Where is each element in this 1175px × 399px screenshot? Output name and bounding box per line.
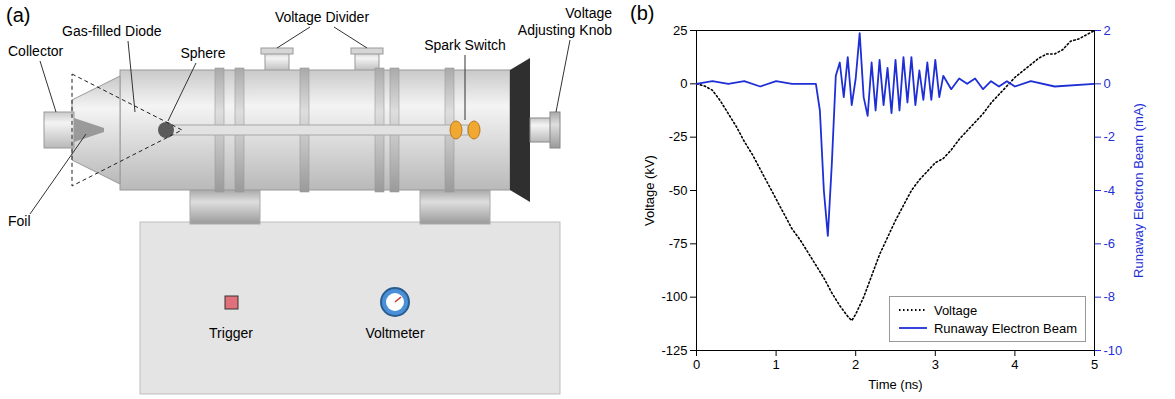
svg-text:Gas-filled Diode: Gas-filled Diode <box>62 23 162 39</box>
svg-text:0: 0 <box>1104 76 1111 91</box>
svg-text:Voltage Divider: Voltage Divider <box>275 9 370 25</box>
svg-text:Sphere: Sphere <box>180 45 225 61</box>
svg-text:Runaway Electron Beam (mA): Runaway Electron Beam (mA) <box>1131 103 1146 278</box>
svg-text:5: 5 <box>1091 357 1098 372</box>
svg-text:Trigger: Trigger <box>209 325 253 341</box>
svg-text:25: 25 <box>673 23 687 38</box>
svg-text:Spark Switch: Spark Switch <box>424 37 506 53</box>
html-text:(b): (b) <box>630 2 655 24</box>
svg-text:Collector: Collector <box>8 43 64 59</box>
svg-text:-125: -125 <box>661 343 687 358</box>
svg-text:-4: -4 <box>1104 183 1116 198</box>
svg-text:1: 1 <box>772 357 779 372</box>
svg-text:0: 0 <box>680 76 687 91</box>
html-text:Runaway Electron Beam: Runaway Electron Beam <box>933 320 1077 336</box>
svg-text:-75: -75 <box>669 236 688 251</box>
svg-text:0: 0 <box>693 357 700 372</box>
svg-text:-25: -25 <box>669 129 688 144</box>
svg-text:Time (ns): Time (ns) <box>868 377 922 392</box>
svg-text:2: 2 <box>852 357 859 372</box>
svg-text:4: 4 <box>1011 357 1018 372</box>
svg-text:-10: -10 <box>1104 343 1123 358</box>
svg-text:Adjusting Knob: Adjusting Knob <box>518 22 612 38</box>
svg-text:(a): (a) <box>6 4 30 26</box>
html-text:Voltage: Voltage <box>933 302 978 318</box>
svg-text:Foil: Foil <box>8 213 31 229</box>
svg-text:Voltmeter: Voltmeter <box>365 325 424 341</box>
svg-text:-8: -8 <box>1104 289 1116 304</box>
svg-text:Voltage (kV): Voltage (kV) <box>642 155 657 226</box>
svg-text:2: 2 <box>1104 23 1111 38</box>
svg-text:-100: -100 <box>661 289 687 304</box>
svg-text:-50: -50 <box>669 183 688 198</box>
svg-text:-2: -2 <box>1104 129 1116 144</box>
svg-text:Voltage: Voltage <box>565 5 612 21</box>
svg-text:3: 3 <box>932 357 939 372</box>
svg-text:-6: -6 <box>1104 236 1116 251</box>
